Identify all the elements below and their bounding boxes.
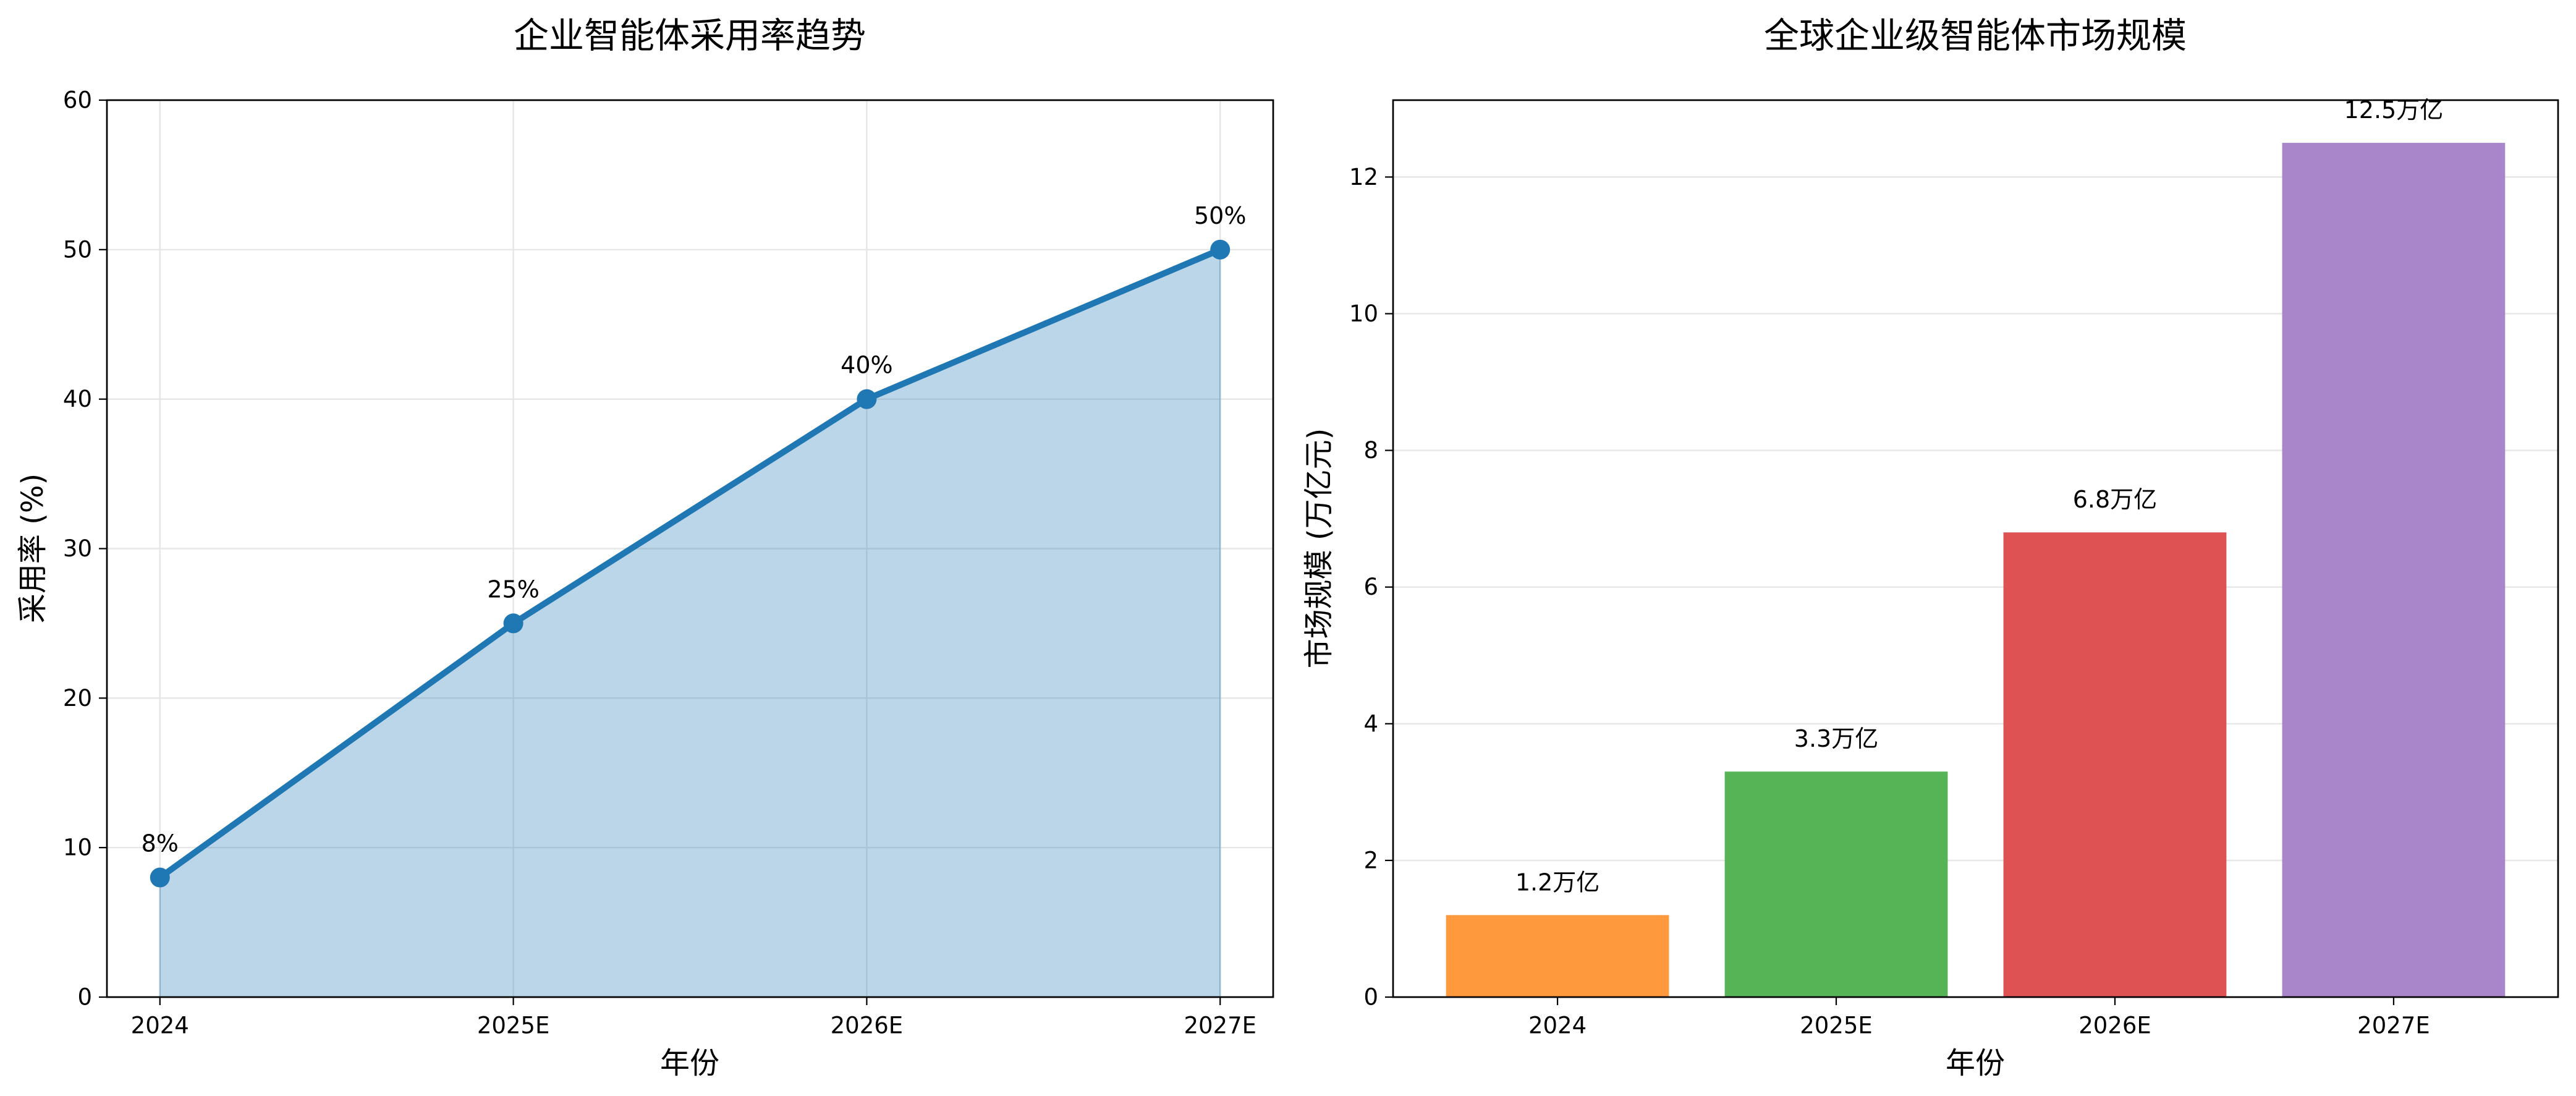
x-tick-label: 2026E — [831, 1013, 904, 1039]
y-tick-label: 8 — [1363, 437, 1378, 464]
plot-marks — [1446, 143, 2506, 998]
y-tick-label: 60 — [63, 87, 92, 114]
y-tick-label: 30 — [63, 535, 92, 562]
market-size-chart: 全球企业级智能体市场规模 年份 市场规模 (万亿元) 0 2 4 6 8 10 12 2024… — [1302, 15, 2559, 1081]
series-line — [156, 246, 1224, 881]
bar-2027E — [2282, 143, 2506, 998]
axis-ticks: 0 2 4 6 8 10 12 2024 2025E 2026E 2027E — [1349, 164, 2430, 1039]
x-tick-label: 2024 — [1528, 1013, 1587, 1039]
y-tick-label: 40 — [63, 386, 92, 412]
y-tick-label: 0 — [1363, 984, 1378, 1011]
x-tick-label: 2026E — [2078, 1013, 2151, 1039]
y-tick-label: 10 — [63, 835, 92, 861]
y-axis-label: 采用率 (%) — [15, 474, 50, 623]
y-tick-label: 0 — [77, 984, 92, 1011]
y-tick-label: 6 — [1363, 574, 1378, 600]
adoption-rate-chart: 企业智能体采用率趋势 年份 采用率 (%) 0 10 20 30 40 50 60 2024 2… — [15, 15, 1274, 1081]
bar-2026E — [2003, 532, 2227, 997]
y-tick-label: 50 — [63, 236, 92, 263]
data-labels: 1.2万亿 3.3万亿 6.8万亿 12.5万亿 — [1515, 96, 2443, 896]
data-point-2026E — [857, 389, 877, 409]
y-tick-label: 2 — [1363, 847, 1378, 873]
data-point-2027E — [1210, 239, 1231, 260]
data-point-2025E — [503, 613, 523, 634]
x-tick-label: 2025E — [477, 1013, 550, 1039]
data-label-2024: 8% — [142, 830, 179, 857]
data-label-2025E: 3.3万亿 — [1794, 725, 1878, 752]
x-axis-label: 年份 — [660, 1046, 719, 1081]
data-label-2024: 1.2万亿 — [1515, 869, 1599, 896]
data-label-2026E: 40% — [841, 352, 892, 379]
data-label-2027E: 50% — [1194, 202, 1246, 229]
y-tick-label: 12 — [1349, 164, 1378, 190]
bar-2024 — [1446, 915, 1669, 997]
chart-title: 全球企业级智能体市场规模 — [1764, 15, 2187, 56]
data-labels: 8% 25% 40% 50% — [142, 202, 1247, 857]
bar-2025E — [1724, 771, 1948, 997]
plot-frame — [1392, 99, 2559, 998]
axis-ticks: 0 10 20 30 40 50 60 2024 2025E 2026E 2027E — [63, 87, 1256, 1039]
plot-marks — [150, 239, 1231, 998]
x-tick-label: 2027E — [1184, 1013, 1256, 1039]
x-axis-label: 年份 — [1946, 1046, 2005, 1081]
data-label-2025E: 25% — [487, 576, 539, 603]
chart-title: 企业智能体采用率趋势 — [514, 15, 866, 56]
x-tick-label: 2025E — [1800, 1013, 1873, 1039]
y-axis-label: 市场规模 (万亿元) — [1302, 428, 1336, 669]
y-tick-label: 4 — [1363, 710, 1378, 737]
x-tick-label: 2027E — [2357, 1013, 2430, 1039]
data-label-2027E: 12.5万亿 — [2344, 96, 2444, 124]
y-tick-label: 10 — [1349, 300, 1378, 327]
axes-frame — [1392, 99, 2559, 998]
x-tick-label: 2024 — [131, 1013, 189, 1039]
data-point-2024 — [150, 867, 170, 888]
data-label-2026E: 6.8万亿 — [2073, 486, 2157, 513]
y-tick-label: 20 — [63, 685, 92, 712]
